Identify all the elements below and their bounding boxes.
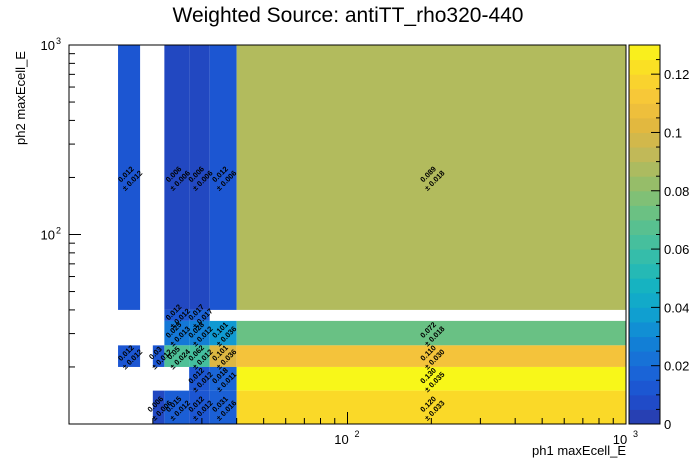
- colorbar-segment: [629, 45, 660, 61]
- colorbar-segment: [629, 161, 660, 177]
- heatmap-cell: [189, 390, 210, 424]
- heatmap-cell: [189, 45, 210, 310]
- colorbar-tick-label: 0.08: [664, 184, 689, 199]
- heatmap-cell: [164, 320, 190, 346]
- heatmap-cell: [209, 320, 237, 346]
- colorbar-tick-label: 0: [664, 417, 671, 432]
- heatmap-cell: [118, 45, 141, 310]
- heatmap-cell: [236, 345, 626, 367]
- heatmap-cell: [209, 45, 237, 310]
- heatmap-cells: [118, 45, 626, 424]
- y-tick-label: 10: [41, 228, 55, 243]
- heatmap-cell: [164, 309, 190, 321]
- y-tick-label: 10: [41, 38, 55, 53]
- colorbar-segment: [629, 59, 660, 75]
- heatmap-cell: [164, 45, 190, 310]
- x-axis-label: ph1 maxEcell_E: [532, 443, 626, 458]
- axes: 10 2 10 310 210 3: [41, 36, 638, 447]
- heatmap-cell: [189, 320, 210, 346]
- heatmap-cell: [189, 366, 210, 391]
- colorbar-segment: [629, 117, 660, 133]
- colorbar-segment: [629, 88, 660, 104]
- colorbar-tick-label: 0.1: [664, 125, 682, 140]
- heatmap-cell: [236, 320, 626, 346]
- colorbar-segment: [629, 351, 660, 367]
- heatmap-cell: [189, 345, 210, 367]
- colorbar-segment: [629, 219, 660, 235]
- colorbar-segment: [629, 249, 660, 265]
- heatmap-cell: [152, 345, 165, 367]
- colorbar-segment: [629, 365, 660, 381]
- colorbar-segment: [629, 278, 660, 294]
- colorbar-segment: [629, 74, 660, 90]
- colorbar-segment: [629, 147, 660, 163]
- y-tick-exponent: 2: [56, 226, 61, 236]
- heatmap-cell: [209, 345, 237, 367]
- colorbar-segment: [629, 292, 660, 308]
- colorbar-tick-label: 0.12: [664, 67, 689, 82]
- colorbar-segment: [629, 263, 660, 279]
- x-tick-exponent: 2: [355, 429, 360, 439]
- colorbar-segment: [629, 380, 660, 396]
- heatmap-cell: [236, 366, 626, 391]
- heatmap-cell: [189, 309, 210, 321]
- heatmap-cell: [152, 390, 165, 424]
- heatmap-cell: [209, 390, 237, 424]
- colorbar-segment: [629, 103, 660, 119]
- colorbar-tick-label: 0.06: [664, 242, 689, 257]
- colorbar-segment: [629, 409, 660, 425]
- colorbar-tick-label: 0.04: [664, 300, 689, 315]
- colorbar-segment: [629, 205, 660, 221]
- heatmap-cell: [118, 345, 141, 367]
- colorbar-tick-label: 0.02: [664, 359, 689, 374]
- colorbar-segment: [629, 336, 660, 352]
- y-tick-exponent: 3: [56, 36, 61, 46]
- x-tick-label: 10: [334, 432, 348, 447]
- x-tick-label: 10: [613, 432, 627, 447]
- colorbar: 0 0.02 0.04 0.06 0.08 0.1 0.12: [628, 44, 689, 432]
- colorbar-segment: [629, 394, 660, 410]
- heatmap-cell: [209, 366, 237, 391]
- heatmap-cell: [236, 45, 626, 310]
- colorbar-segment: [629, 321, 660, 338]
- colorbar-segment: [629, 307, 660, 323]
- colorbar-segment: [629, 234, 660, 250]
- colorbar-segment: [629, 132, 660, 148]
- x-tick-exponent: 3: [633, 429, 638, 439]
- heatmap-cell: [164, 390, 190, 424]
- y-axis-label: ph2 maxEcell_E: [13, 51, 28, 145]
- chart-title: Weighted Source: antiTT_rho320-440: [172, 4, 524, 27]
- colorbar-segment: [629, 176, 660, 192]
- colorbar-segment: [629, 190, 660, 206]
- heatmap-cell: [164, 345, 190, 367]
